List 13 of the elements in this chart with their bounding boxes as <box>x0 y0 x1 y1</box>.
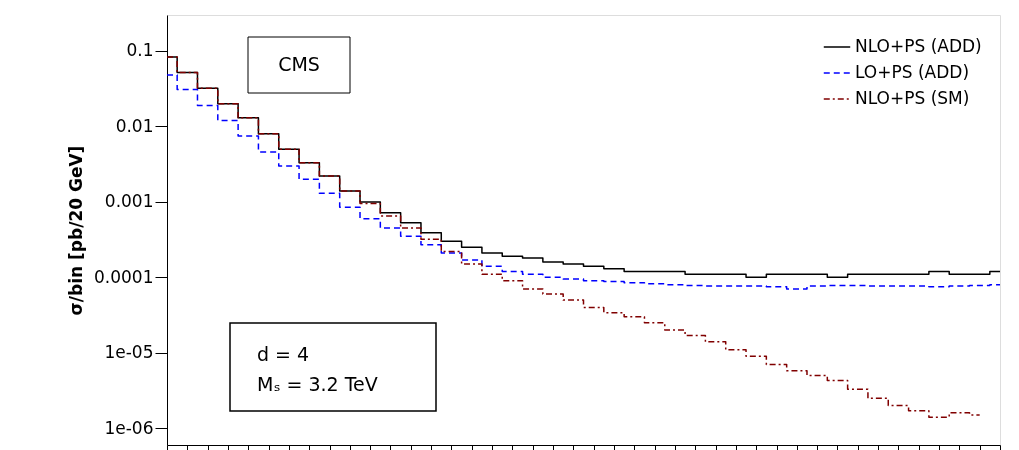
legend-label: NLO+PS (SM) <box>855 88 970 108</box>
y-axis-title: σ/bin [pb/20 GeV] <box>66 145 87 316</box>
annotation: Mₛ = 3.2 TeV <box>257 373 378 395</box>
y-tick-label: 0.001 <box>104 191 154 212</box>
annotation: d = 4 <box>257 343 310 365</box>
legend-label: NLO+PS (ADD) <box>855 36 982 56</box>
y-tick-label: 0.01 <box>115 115 154 136</box>
y-tick-label: 0.1 <box>126 40 154 61</box>
annotation: CMS <box>278 53 320 75</box>
y-tick-label: 1e-05 <box>104 342 154 363</box>
legend-label: LO+PS (ADD) <box>855 62 970 82</box>
y-tick-label: 1e-06 <box>104 417 154 438</box>
y-tick-label: 0.0001 <box>94 266 154 287</box>
